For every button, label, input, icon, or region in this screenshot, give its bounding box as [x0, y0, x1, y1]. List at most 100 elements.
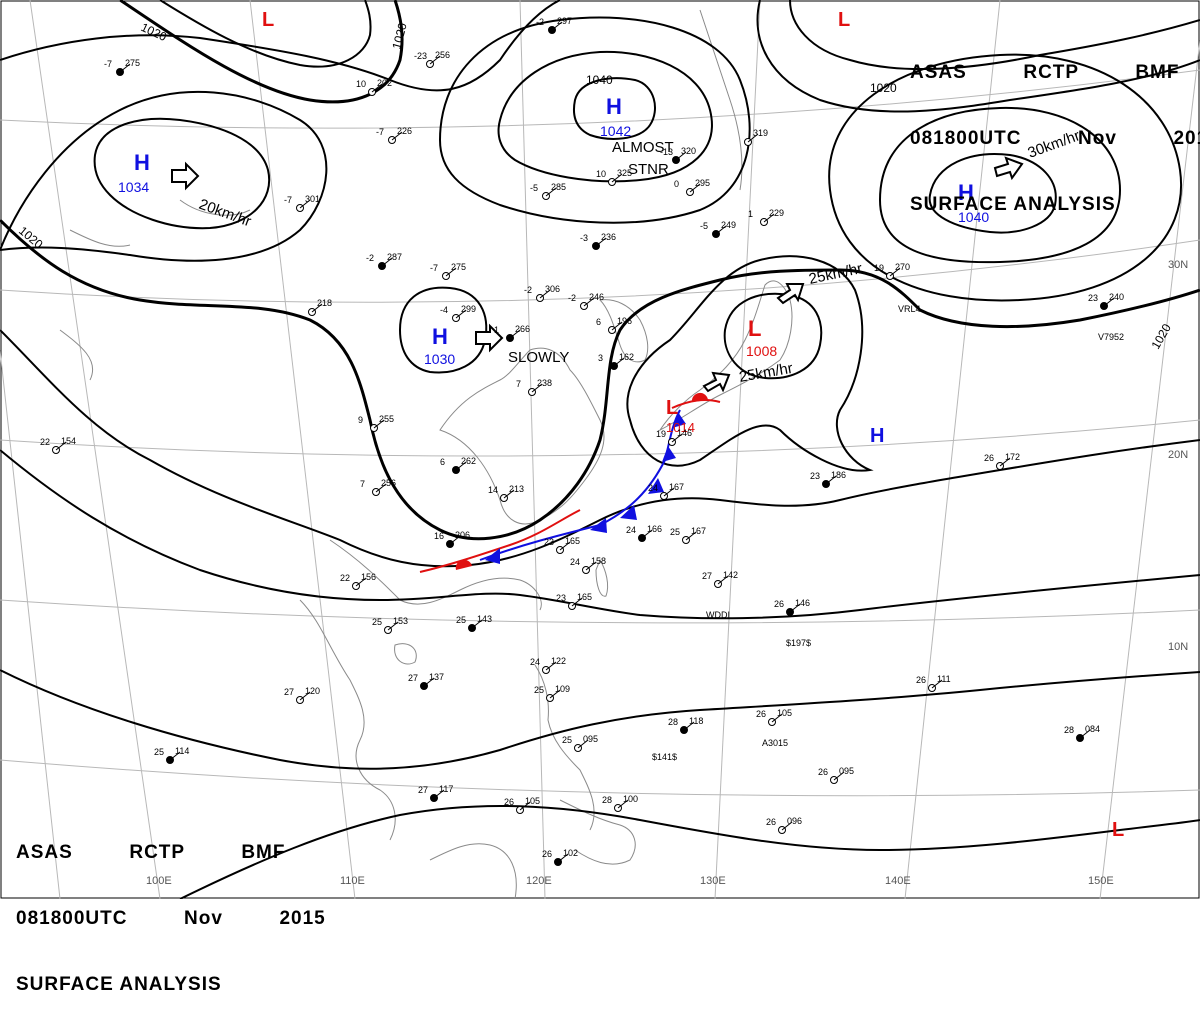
- station-plot: 10 202: [356, 78, 392, 96]
- station-pressure: 167: [691, 526, 706, 536]
- isobar-high-1042-ring3: [440, 18, 750, 223]
- station-temperature: 22: [40, 437, 50, 447]
- station-temperature: 25: [456, 615, 466, 625]
- station-temperature: -7: [284, 195, 292, 205]
- high-center-letter: H: [870, 425, 884, 447]
- station-pressure: 236: [601, 232, 616, 242]
- title-agency-line: ASAS RCTP BMF: [910, 62, 1200, 84]
- title-month: Nov: [184, 908, 223, 929]
- title-time: 081800UTC: [16, 908, 127, 929]
- graticule-labels: 30N 20N 10N 100E 110E 120E 130E 140E 150…: [146, 259, 1188, 887]
- station-pressure: 117: [439, 784, 453, 794]
- station-temperature: 27: [418, 785, 428, 795]
- station-temperature: 10: [356, 79, 366, 89]
- station-pressure: 320: [681, 146, 696, 156]
- station-pressure: 137: [429, 672, 444, 682]
- station-pressure: 325: [617, 168, 632, 178]
- station-pressure: 246: [589, 292, 604, 302]
- station-pressure: 226: [397, 126, 412, 136]
- station-pressure: 111: [937, 674, 951, 684]
- coastline-borneo: [430, 844, 516, 899]
- station-pressure: 146: [677, 428, 692, 438]
- station-pressure: 297: [557, 16, 572, 26]
- lon-label-150e: 150E: [1088, 875, 1114, 887]
- station-temperature: -5: [700, 221, 708, 231]
- station-pressure: 165: [565, 536, 580, 546]
- station-temperature: -7: [376, 127, 384, 137]
- station-temperature: 10: [596, 169, 606, 179]
- station-temperature: 24: [648, 483, 658, 493]
- low-center-value: 1008: [746, 343, 777, 359]
- isobar-label-1020-e: 1020: [1148, 321, 1174, 351]
- title-product: SURFACE ANALYSIS: [910, 194, 1200, 216]
- title-year: 2015: [1173, 128, 1200, 149]
- station-temperature: 1: [494, 325, 499, 335]
- station-temperature: 14: [488, 485, 498, 495]
- station-pressure: 095: [583, 734, 598, 744]
- coastline-hainan: [395, 644, 417, 664]
- station-pressure: 120: [305, 686, 320, 696]
- title-time-line: 081800UTC Nov 2015: [910, 128, 1200, 150]
- station-pressure: 240: [1109, 292, 1124, 302]
- lat-label-20n: 20N: [1168, 449, 1188, 461]
- station-pressure: 084: [1085, 724, 1100, 734]
- station-pressure: 166: [647, 524, 662, 534]
- station-temperature: 26: [916, 675, 926, 685]
- station-plot: 319: [745, 128, 769, 146]
- station-temperature: 28: [668, 717, 678, 727]
- station-temperature: 23: [544, 537, 554, 547]
- station-temperature: -2: [524, 285, 532, 295]
- station-pressure: 202: [377, 78, 392, 88]
- motion-label-stnr: STNR: [628, 161, 669, 178]
- station-temperature: 16: [434, 531, 444, 541]
- map-title-bottom: ASAS RCTP BMF 081800UTC Nov 2015 SURFACE…: [16, 798, 326, 1018]
- station-temperature: 28: [1064, 725, 1074, 735]
- station-temperature: 22: [340, 573, 350, 583]
- isobar-label-1020-ne: 1020: [870, 81, 897, 95]
- title-issuer: BMF: [1135, 62, 1179, 83]
- title-year: 2015: [279, 908, 325, 929]
- station-pressure: 270: [895, 262, 910, 272]
- ship-id: $197$: [786, 638, 811, 648]
- ship-id: WDDI: [706, 610, 730, 620]
- station-temperature: 1: [748, 209, 753, 219]
- lon-label-110e: 110E: [340, 875, 365, 887]
- station-temperature: -23: [414, 51, 427, 61]
- station-temperature: 24: [530, 657, 540, 667]
- station-pressure: 143: [477, 614, 492, 624]
- station-temperature: 26: [504, 797, 514, 807]
- station-pressure: 142: [723, 570, 738, 580]
- station-temperature: 25: [534, 685, 544, 695]
- lon-label-140e: 140E: [885, 875, 911, 887]
- title-product: SURFACE ANALYSIS: [16, 974, 326, 996]
- high-center-letter: H: [432, 324, 448, 349]
- station-temperature: 27: [408, 673, 418, 683]
- high-center-letter: H: [134, 150, 150, 175]
- station-pressure: 287: [387, 252, 402, 262]
- station-pressure: 162: [619, 352, 634, 362]
- title-agency: ASAS: [910, 62, 967, 83]
- station-pressure: 096: [787, 816, 802, 826]
